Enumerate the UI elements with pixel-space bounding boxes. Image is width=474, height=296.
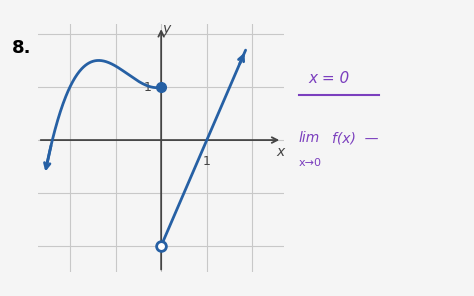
- Text: x: x: [277, 145, 285, 159]
- Text: 1: 1: [203, 155, 211, 168]
- Text: lim: lim: [299, 131, 320, 145]
- Text: 8.: 8.: [12, 39, 31, 57]
- Text: x = 0: x = 0: [308, 71, 349, 86]
- Text: x→0: x→0: [299, 158, 322, 168]
- Text: 1: 1: [143, 81, 151, 94]
- Text: f(x)  —: f(x) —: [332, 131, 378, 145]
- Text: y: y: [163, 22, 171, 36]
